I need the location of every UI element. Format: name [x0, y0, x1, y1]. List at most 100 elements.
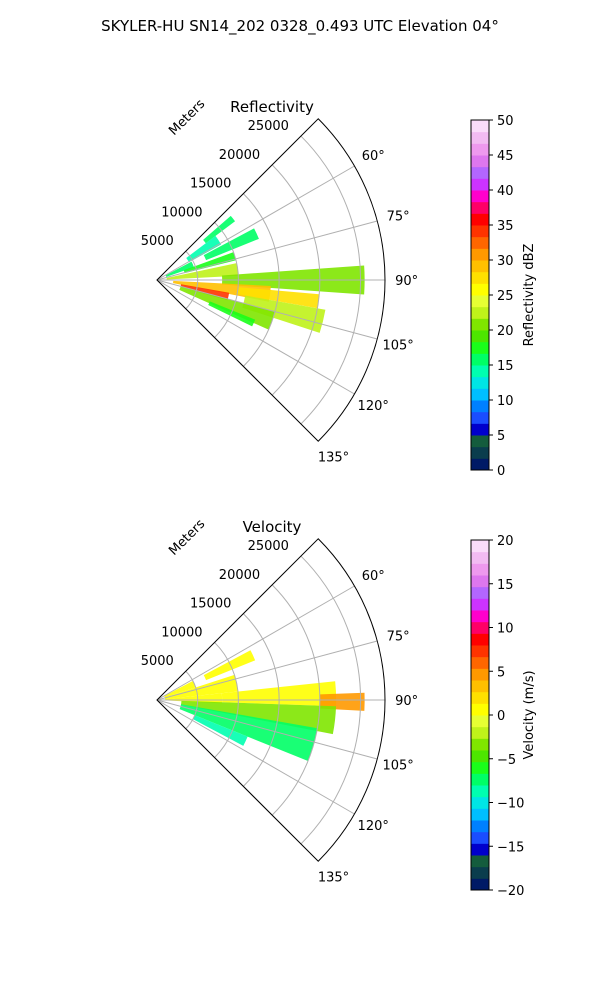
- data-region: [179, 704, 318, 762]
- colorbar-tick-label: 15: [497, 359, 514, 374]
- colorbar-tick-label: 10: [497, 394, 514, 409]
- colorbar-segment: [471, 598, 489, 611]
- reflectivity-title: Reflectivity: [230, 98, 314, 116]
- radial-axis-label: Meters: [166, 97, 208, 139]
- colorbar-segment: [471, 831, 489, 844]
- reflectivity-colorbar: 0 5 10 15 20 25 30 35 40 45 50 Reflectivity dBZ: [470, 114, 537, 479]
- colorbar-segment: [471, 738, 489, 751]
- colorbar-tick-label: 20: [497, 534, 514, 549]
- colorbar-tick-label: 50: [497, 114, 514, 129]
- colorbar-segment: [471, 878, 489, 891]
- azimuth-tick-label: 120°: [358, 399, 389, 414]
- azimuth-tick-label: 135°: [318, 451, 349, 466]
- reflectivity-panel: Reflectivity 60° 75° 90° 105° 120° 135° 5000 10…: [141, 97, 537, 479]
- colorbar-tick-label: 10: [497, 622, 514, 637]
- velocity-panel: Velocity 60° 75° 90° 105° 120° 135° 5000 10000 1…: [141, 517, 537, 899]
- colorbar-segment: [471, 610, 489, 623]
- azimuth-tick-label: 90°: [395, 274, 418, 289]
- colorbar-segment: [471, 260, 489, 273]
- colorbar-segment: [471, 680, 489, 693]
- colorbar-segment: [471, 143, 489, 156]
- colorbar-segment: [471, 715, 489, 728]
- colorbar-segment: [471, 458, 489, 471]
- colorbar-segment: [471, 178, 489, 191]
- azimuth-tick-label: 105°: [382, 339, 413, 354]
- colorbar-segment: [471, 540, 489, 553]
- colorbar-segment: [471, 726, 489, 739]
- radial-axis-label: Meters: [166, 517, 208, 559]
- data-region: [203, 650, 256, 681]
- colorbar-segment: [471, 225, 489, 238]
- colorbar-segment: [471, 423, 489, 436]
- colorbar-segment: [471, 213, 489, 226]
- data-region: [192, 715, 248, 746]
- colorbar-segment: [471, 201, 489, 214]
- colorbar-tick-label: 5: [497, 665, 505, 680]
- colorbar-tick-label: 30: [497, 254, 514, 269]
- colorbar-segment: [471, 341, 489, 354]
- colorbar-tick-label: 0: [497, 464, 505, 479]
- colorbar-segment: [471, 820, 489, 833]
- colorbar-label: Velocity (m/s): [522, 670, 537, 759]
- colorbar-segment: [471, 808, 489, 821]
- radial-tick-label: 20000: [219, 148, 260, 163]
- colorbar-segment: [471, 773, 489, 786]
- colorbar-segment: [471, 785, 489, 798]
- colorbar-segment: [471, 120, 489, 133]
- colorbar-segment: [471, 365, 489, 378]
- colorbar-segment: [471, 166, 489, 179]
- colorbar-tick-label: 20: [497, 324, 514, 339]
- colorbar-segment: [471, 388, 489, 401]
- data-region: [203, 215, 236, 244]
- azimuth-gridline: [156, 279, 355, 395]
- reflectivity-polar-plot: 60° 75° 90° 105° 120° 135° 5000 10000 15000 20000…: [141, 97, 418, 466]
- data-region: [165, 693, 223, 704]
- colorbar-tick-label: 0: [497, 709, 505, 724]
- colorbar-tick-label: 40: [497, 184, 514, 199]
- radial-tick-label: 5000: [141, 234, 174, 249]
- colorbar-segment: [471, 563, 489, 576]
- radial-tick-label: 15000: [190, 177, 231, 192]
- colorbar-segment: [471, 330, 489, 343]
- colorbar-tick-label: 15: [497, 578, 514, 593]
- data-region: [208, 301, 256, 327]
- colorbar-segment: [471, 295, 489, 308]
- radial-tick-label: 10000: [161, 625, 202, 640]
- data-region: [183, 252, 237, 274]
- colorbar-segment: [471, 750, 489, 763]
- radial-tick-label: 25000: [248, 119, 289, 134]
- colorbar-segment: [471, 761, 489, 774]
- azimuth-gridline: [156, 699, 378, 760]
- colorbar-segment: [471, 155, 489, 168]
- colorbar-tick-label: −10: [497, 797, 524, 812]
- azimuth-gridline: [156, 279, 378, 340]
- colorbar-tick-label: 5: [497, 429, 505, 444]
- radial-tick-label: 10000: [161, 205, 202, 220]
- data-region: [164, 680, 196, 698]
- colorbar-segment: [471, 668, 489, 681]
- colorbar-tick-label: 35: [497, 219, 514, 234]
- velocity-polar-plot: 60° 75° 90° 105° 120° 135° 5000 10000 15000 20000…: [141, 517, 418, 886]
- azimuth-tick-label: 90°: [395, 694, 418, 709]
- colorbar-segment: [471, 656, 489, 669]
- velocity-title: Velocity: [243, 518, 302, 536]
- data-region: [166, 263, 239, 280]
- colorbar-segment: [471, 435, 489, 448]
- azimuth-gridline: [156, 585, 355, 701]
- data-layer: [165, 215, 365, 333]
- colorbar-segment: [471, 796, 489, 809]
- radial-tick-label: 5000: [141, 654, 174, 669]
- azimuth-tick-label: 135°: [318, 871, 349, 886]
- colorbar-tick-label: −5: [497, 753, 516, 768]
- azimuth-tick-label: 120°: [358, 819, 389, 834]
- colorbar-segment: [471, 691, 489, 704]
- colorbar-segment: [471, 353, 489, 366]
- colorbar-segment: [471, 551, 489, 564]
- data-region: [165, 261, 194, 277]
- colorbar-segment: [471, 411, 489, 424]
- polar-frame: [156, 538, 386, 862]
- colorbar-tick-label: 25: [497, 289, 514, 304]
- azimuth-tick-label: 60°: [362, 569, 385, 584]
- colorbar-label: Reflectivity dBZ: [522, 244, 537, 347]
